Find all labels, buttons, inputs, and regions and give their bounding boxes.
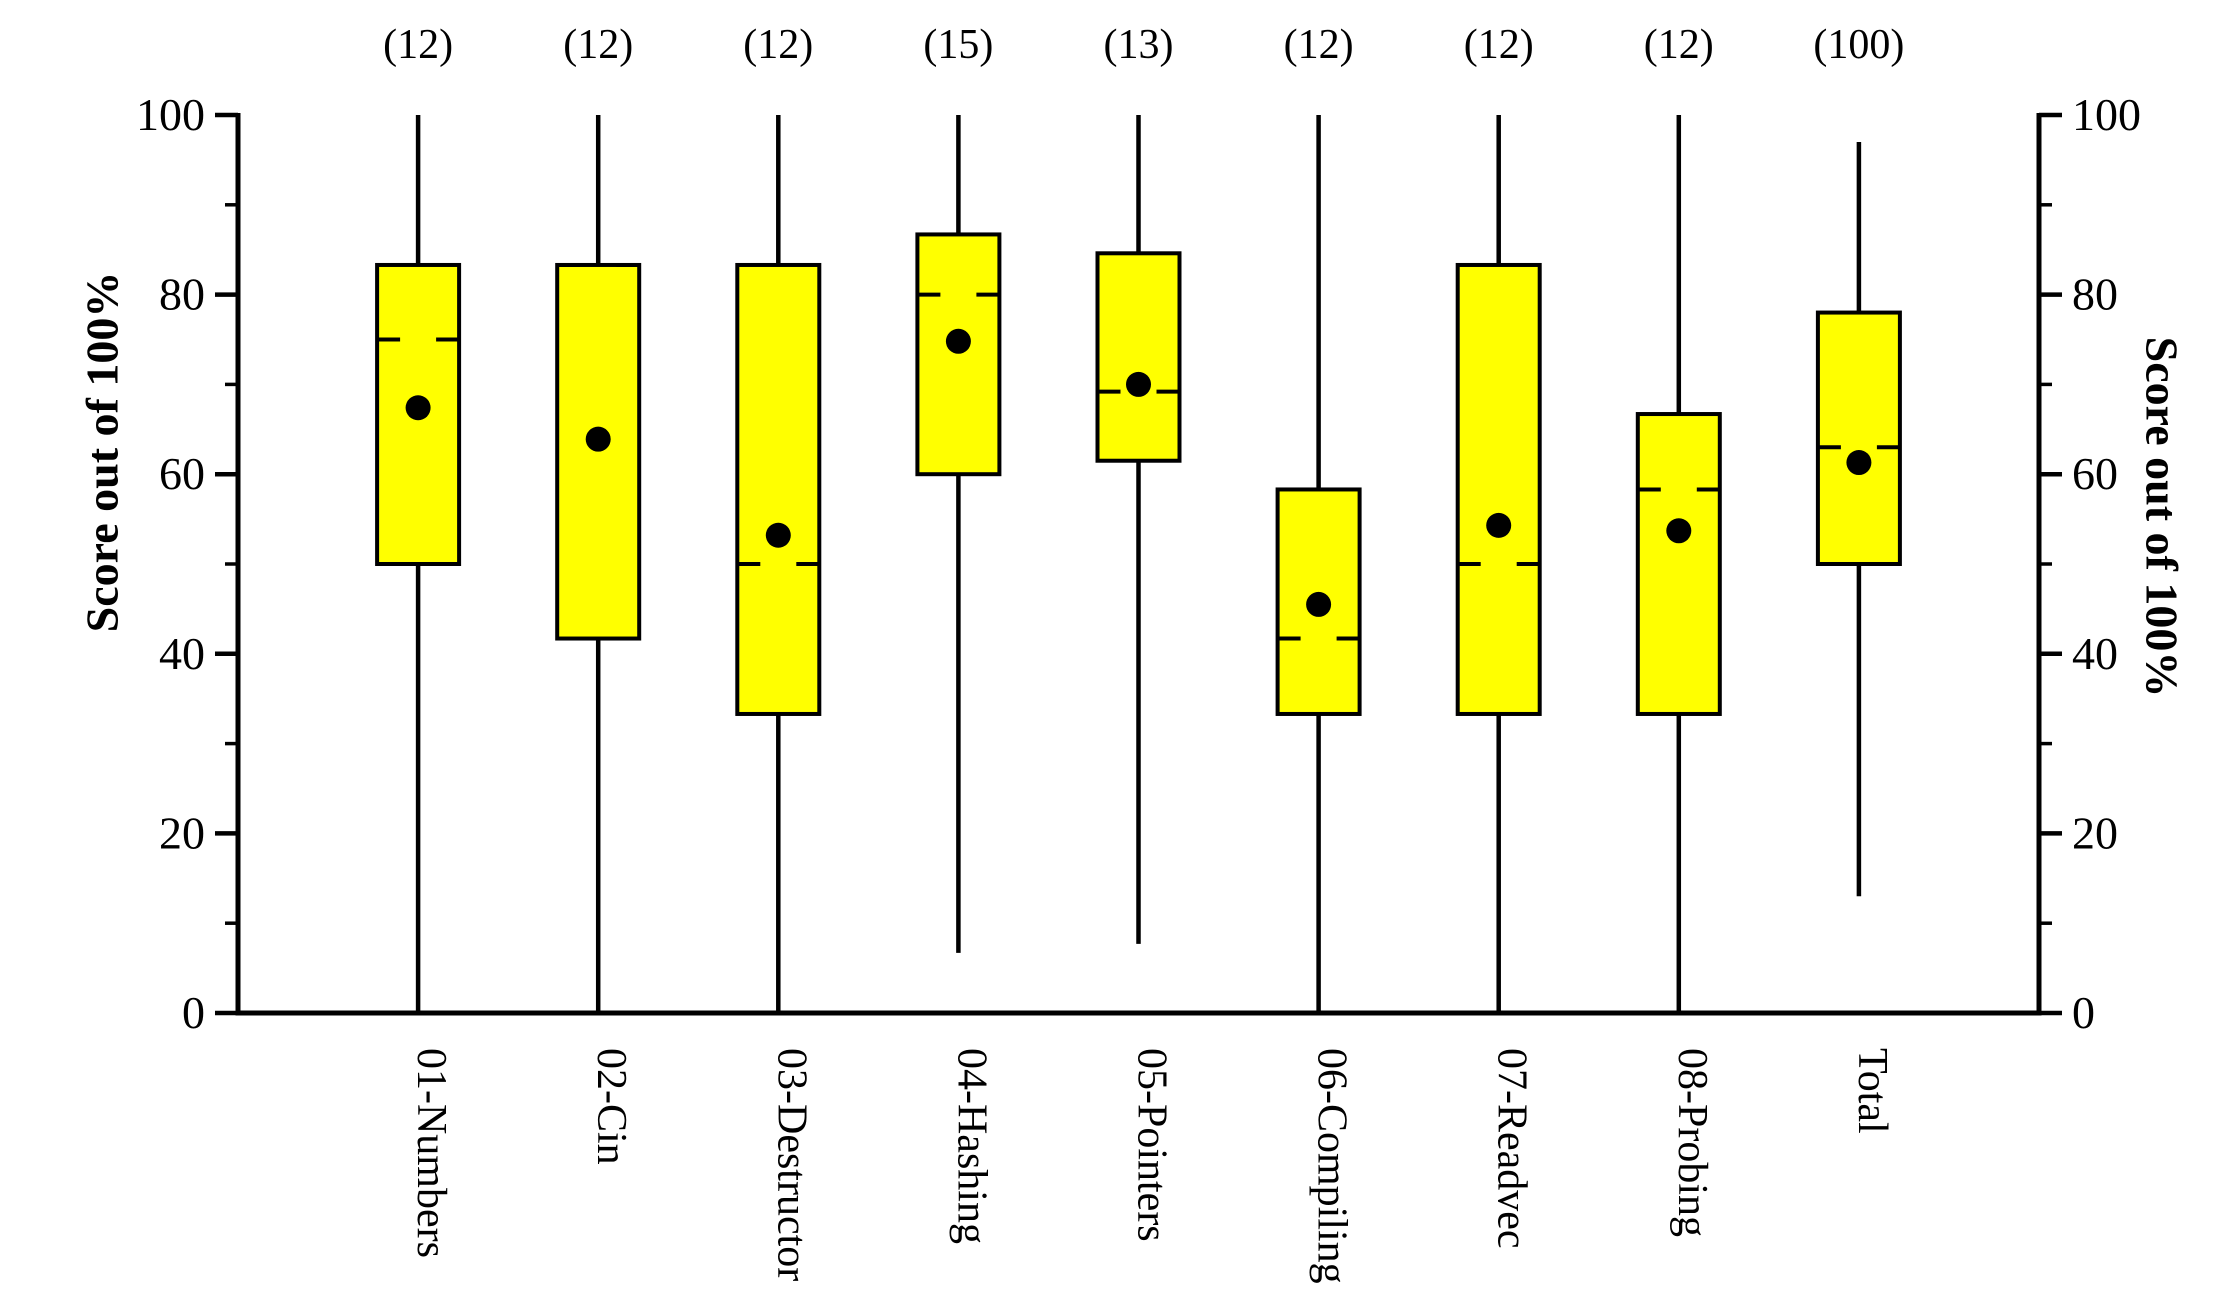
right-axis-title: Score out of 100%: [2136, 336, 2188, 698]
y-left-tick-label: 40: [159, 628, 205, 679]
mean-dot: [585, 426, 611, 452]
category-label: 08-Probing: [1669, 1048, 1715, 1237]
sample-count-label: (13): [1104, 22, 1174, 68]
sample-count-label: (15): [923, 22, 993, 68]
y-right-tick-label: 0: [2072, 987, 2095, 1038]
y-right-tick-label: 100: [2072, 89, 2141, 140]
category-label: 06-Compiling: [1309, 1048, 1355, 1284]
sample-count-label: (12): [383, 22, 453, 68]
mean-dot: [405, 395, 431, 421]
mean-dot: [1306, 591, 1332, 617]
box-04-Hashing: [915, 232, 1002, 477]
category-label: 03-Destructor: [768, 1048, 814, 1281]
sample-count-label: (12): [1284, 22, 1354, 68]
y-right-tick-label: 20: [2072, 807, 2118, 858]
mean-dot: [1126, 371, 1151, 397]
y-left-tick-label: 0: [182, 987, 205, 1038]
category-label: 05-Pointers: [1129, 1048, 1175, 1242]
category-label: 07-Readvec: [1489, 1048, 1535, 1249]
box-05-Pointers: [1095, 251, 1182, 463]
category-label: 01-Numbers: [408, 1048, 454, 1258]
box-Total: [1815, 310, 1902, 566]
y-left-tick-label: 20: [159, 807, 205, 858]
sample-count-label: (12): [563, 22, 633, 68]
sample-count-label: (12): [743, 22, 813, 68]
box-02-Cin: [555, 262, 642, 641]
category-label: 04-Hashing: [948, 1048, 994, 1244]
y-left-tick-label: 100: [136, 89, 205, 140]
sample-count-label: (12): [1464, 22, 1534, 68]
y-right-tick-label: 40: [2072, 628, 2118, 679]
category-label: Total: [1849, 1048, 1895, 1134]
category-label: 02-Cin: [588, 1048, 634, 1165]
y-right-tick-label: 60: [2072, 448, 2118, 499]
y-left-tick-label: 80: [159, 269, 205, 320]
box-08-Probing: [1635, 412, 1722, 716]
mean-dot: [1846, 450, 1872, 476]
y-left-tick-label: 60: [159, 448, 205, 499]
sample-count-label: (12): [1644, 22, 1714, 68]
left-axis-title: Score out of 100%: [76, 271, 128, 633]
mean-dot: [1486, 512, 1512, 538]
box-03-Destructor: [735, 262, 822, 716]
sample-count-label: (100): [1813, 22, 1904, 68]
mean-dot: [945, 328, 971, 354]
y-right-tick-label: 80: [2072, 269, 2118, 320]
box-07-Readvec: [1455, 262, 1542, 716]
mean-dot: [1666, 518, 1692, 544]
mean-dot: [765, 522, 791, 548]
